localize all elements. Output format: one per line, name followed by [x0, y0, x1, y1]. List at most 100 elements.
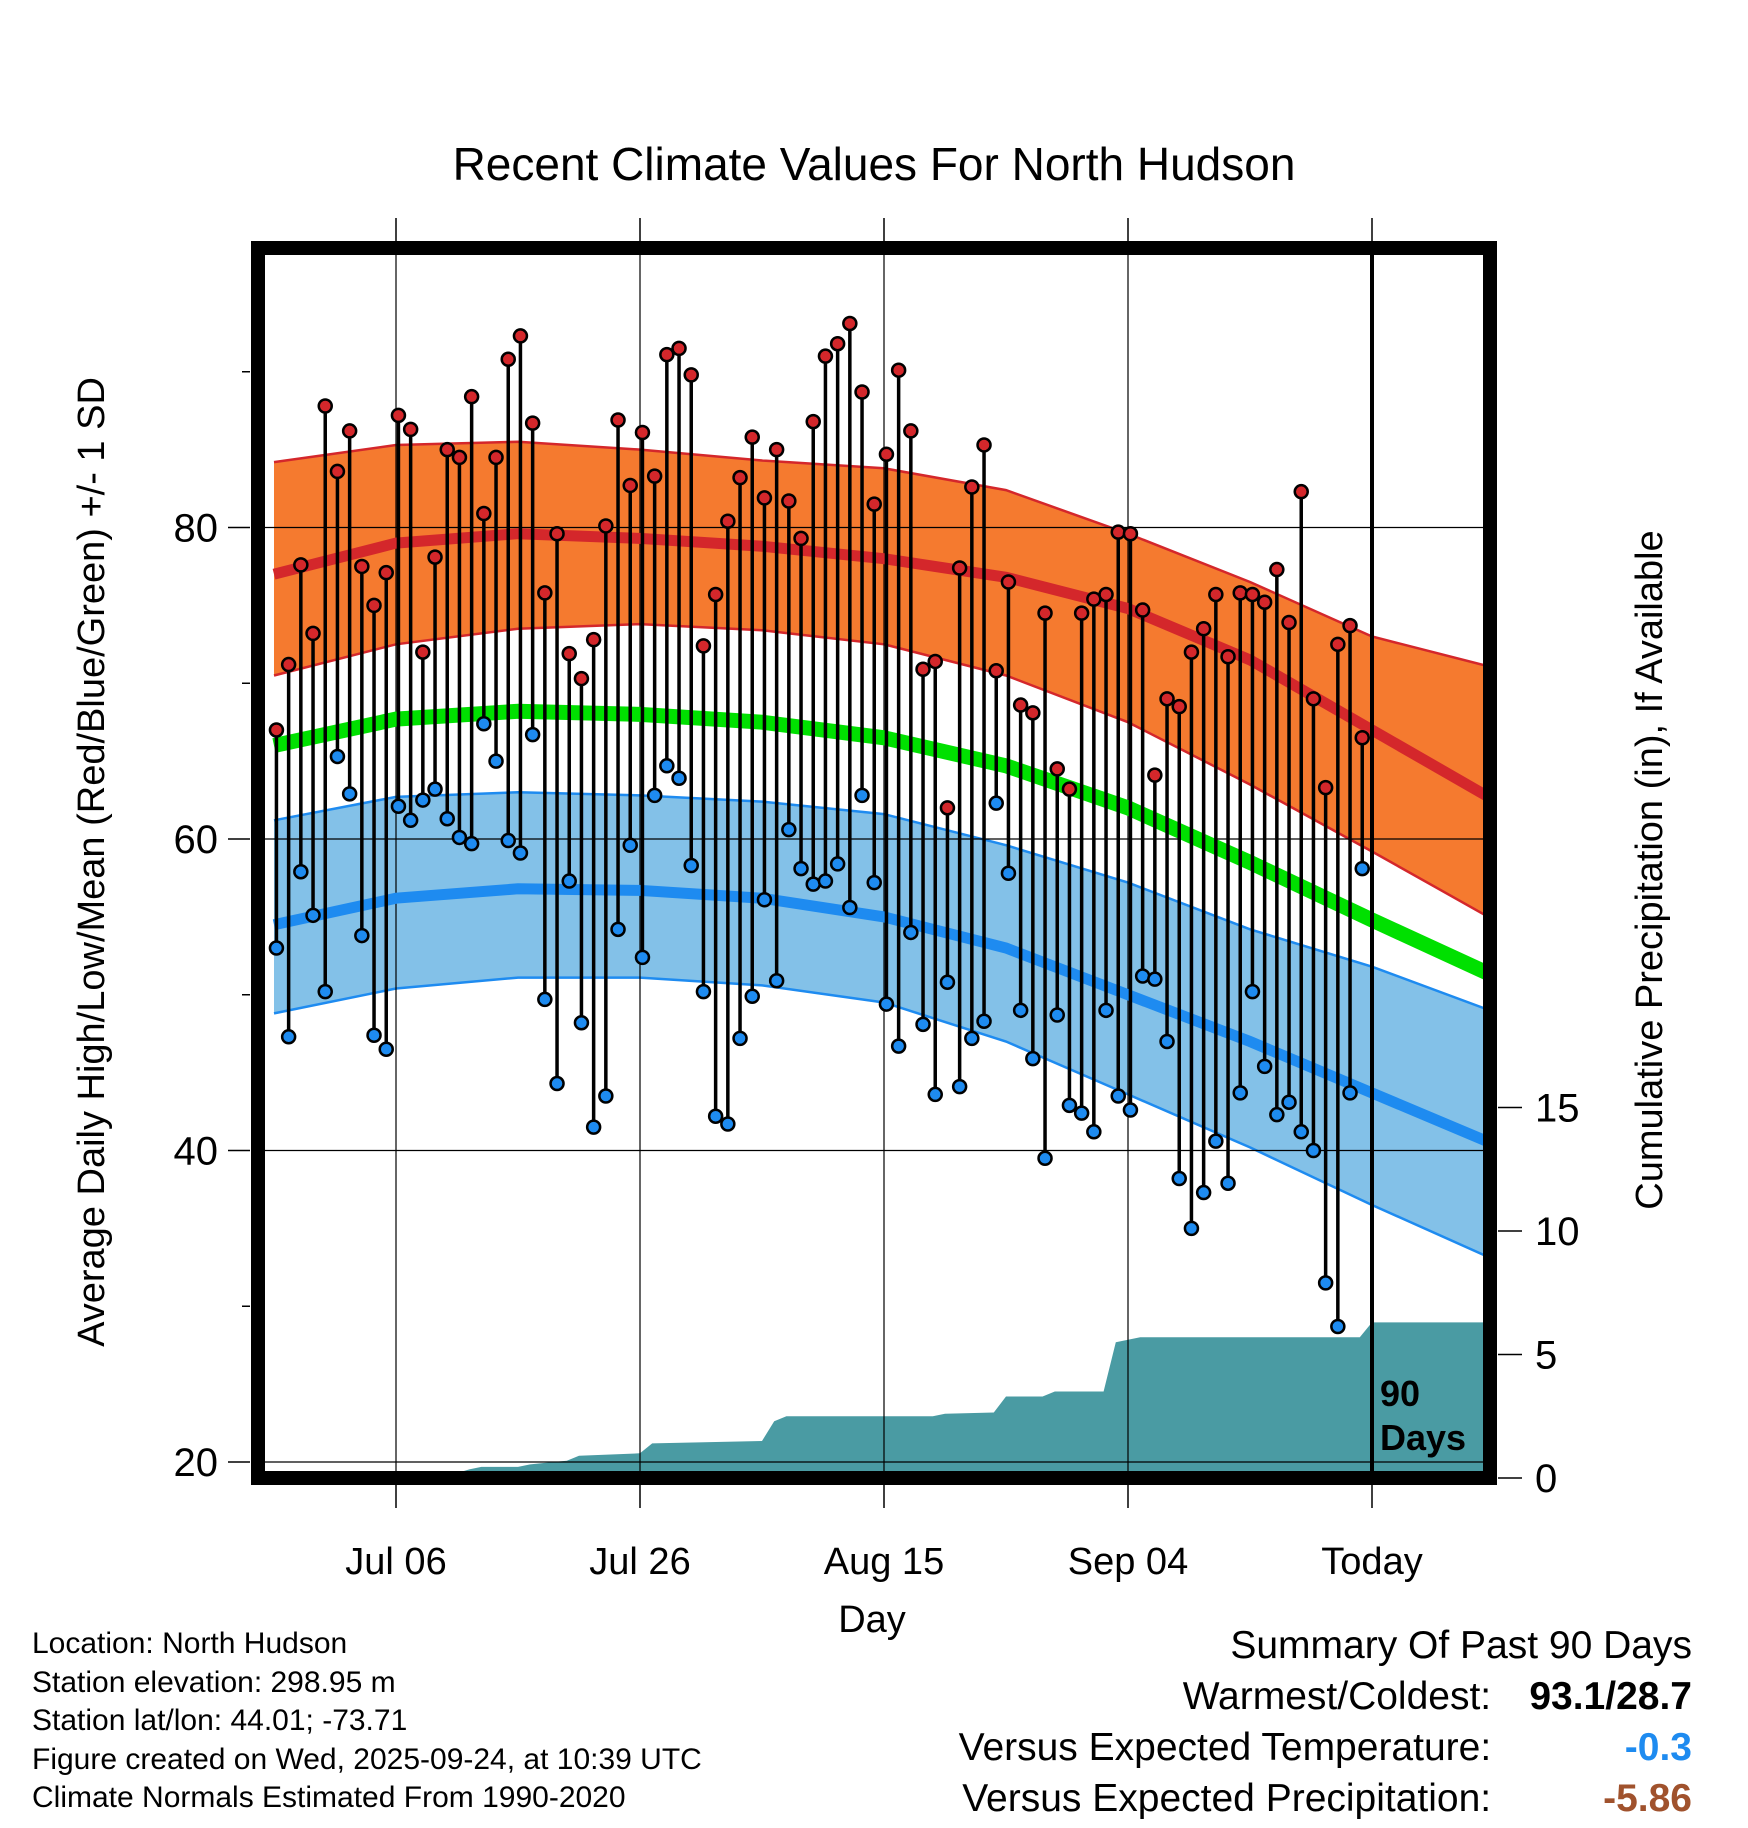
elevation-text: Station elevation: 298.95 m [32, 1665, 396, 1699]
y2-tick-label: 15 [1535, 1087, 1580, 1131]
daily-high-point [378, 564, 394, 581]
daily-high-point [744, 429, 760, 445]
precip-value: -5.86 [1603, 1777, 1692, 1820]
created-text: Figure created on Wed, 2025-09-24, at 10… [32, 1742, 702, 1776]
daily-high-point [707, 586, 724, 603]
daily-low-point [1159, 1033, 1175, 1050]
daily-high-point [1134, 602, 1151, 618]
warm-cold-label: Warmest/Coldest: [1182, 1675, 1492, 1718]
daily-high-point [671, 340, 687, 357]
daily-high-point [329, 463, 346, 480]
daily-low-point [927, 1086, 943, 1103]
plot-frame [251, 241, 1497, 1485]
daily-high-point [1037, 605, 1053, 621]
daily-high-point [793, 530, 809, 547]
daily-high-point [842, 315, 858, 332]
precip-label: Versus Expected Precipitation: [962, 1777, 1492, 1820]
daily-high-point [1098, 586, 1114, 603]
daily-high-point [1183, 644, 1200, 660]
daily-high-point [512, 328, 529, 344]
y-axis-label: Average Daily High/Low/Mean (Red/Blue/Gr… [71, 377, 113, 1347]
daily-high-point [439, 441, 455, 458]
daily-high-point [695, 638, 712, 654]
daily-high-point [402, 421, 419, 438]
normals-text: Climate Normals Estimated From 1990-2020 [32, 1781, 626, 1814]
daily-low-point [988, 795, 1004, 811]
daily-low-point [1122, 1102, 1139, 1118]
daily-high-point [1122, 525, 1139, 542]
daily-high-point [537, 585, 553, 601]
daily-low-point [1037, 1150, 1053, 1167]
daily-low-point [549, 1075, 565, 1092]
daily-high-point [1025, 705, 1041, 721]
daily-low-point [964, 1030, 980, 1047]
daily-high-point [646, 468, 663, 484]
daily-low-point [451, 829, 468, 846]
daily-observations [268, 315, 1370, 1335]
daily-low-point [744, 988, 760, 1005]
daily-high-point [720, 513, 736, 530]
daily-high-point [1073, 605, 1090, 621]
temp-label: Versus Expected Temperature: [958, 1726, 1492, 1769]
daily-low-point [1098, 1002, 1114, 1019]
daily-high-point [366, 597, 382, 614]
daily-low-point [329, 748, 346, 765]
daily-low-point [1281, 1094, 1297, 1110]
daily-high-point [866, 496, 882, 512]
daily-low-point [805, 876, 821, 892]
daily-low-point [768, 972, 785, 989]
daily-low-point [476, 715, 492, 732]
daily-high-point [585, 631, 602, 648]
daily-low-point [878, 996, 895, 1012]
daily-low-point [585, 1119, 602, 1135]
y-tick-label: 80 [174, 507, 219, 551]
daily-low-point [659, 758, 675, 774]
daily-low-point [524, 726, 541, 743]
daily-low-point [622, 837, 638, 853]
station-info: Location: North Hudson Station elevation… [32, 1625, 702, 1818]
daily-low-point [427, 781, 443, 797]
daily-low-point [390, 798, 407, 815]
daily-low-point [415, 792, 431, 808]
daily-high-point [1220, 649, 1236, 665]
daily-low-point [573, 1015, 590, 1031]
daily-high-point [463, 388, 480, 405]
daily-low-point [598, 1088, 614, 1104]
daily-low-point [915, 1016, 931, 1033]
daily-low-point [1256, 1058, 1273, 1075]
daily-high-point [341, 423, 358, 439]
daily-high-point [549, 525, 565, 542]
daily-high-point [732, 469, 748, 486]
daily-high-point [573, 670, 590, 687]
y-tick-label: 40 [174, 1130, 219, 1174]
daily-low-point [671, 770, 687, 787]
daily-high-point [1330, 636, 1346, 653]
daily-low-point [1220, 1175, 1236, 1191]
window-label-days: Days [1380, 1417, 1466, 1458]
daily-high-point [939, 800, 956, 816]
y2-tick-label: 10 [1535, 1210, 1580, 1254]
daily-low-point [1293, 1124, 1309, 1140]
daily-high-point [829, 335, 846, 352]
x-tick-label: Aug 15 [824, 1541, 944, 1583]
daily-low-point [1269, 1106, 1285, 1123]
daily-low-point [1208, 1133, 1224, 1149]
daily-high-point [915, 661, 931, 677]
daily-high-point [1317, 779, 1334, 796]
daily-low-point [488, 753, 504, 769]
x-tick-label: Jul 06 [345, 1541, 446, 1583]
daily-high-point [683, 367, 699, 383]
daily-high-point [1110, 524, 1126, 540]
daily-low-point [707, 1108, 724, 1124]
daily-low-point [817, 873, 834, 889]
daily-low-point [317, 983, 333, 1000]
daily-high-point [1256, 594, 1273, 611]
daily-low-point [1330, 1318, 1346, 1335]
daily-low-point [1000, 865, 1017, 882]
daily-low-point [1073, 1105, 1090, 1121]
daily-high-point [305, 625, 321, 642]
daily-high-point [890, 362, 907, 378]
daily-high-point [878, 446, 895, 463]
daily-high-point [1281, 614, 1297, 631]
